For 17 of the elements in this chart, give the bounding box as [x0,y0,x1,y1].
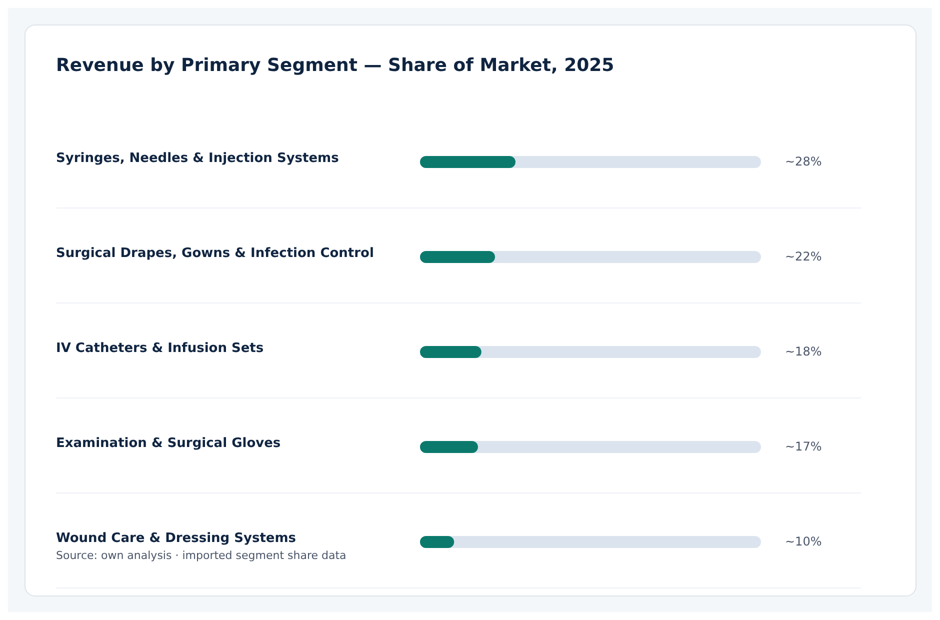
y-tick-label: Wound Care & Dressing Systems [56,531,296,546]
y-tick-label: Examination & Surgical Gloves [56,436,281,451]
data-label: ~10% [785,534,822,548]
bar [420,441,478,453]
y-tick-label: Surgical Drapes, Gowns & Infection Control [56,246,374,261]
y-tick-label: Syringes, Needles & Injection Systems [56,151,340,166]
data-label: ~18% [785,344,822,358]
bar [420,536,454,548]
y-tick-label: IV Catheters & Infusion Sets [56,341,264,356]
bar [420,156,516,168]
source-note: Source: own analysis · imported segment share data [56,549,346,562]
data-label: ~28% [785,154,822,168]
chart-title: Revenue by Primary Segment — Share of Market, 2025 [56,55,614,76]
data-label: ~17% [785,439,822,454]
bar [420,251,496,263]
data-label: ~22% [785,249,822,264]
bar [420,346,482,358]
